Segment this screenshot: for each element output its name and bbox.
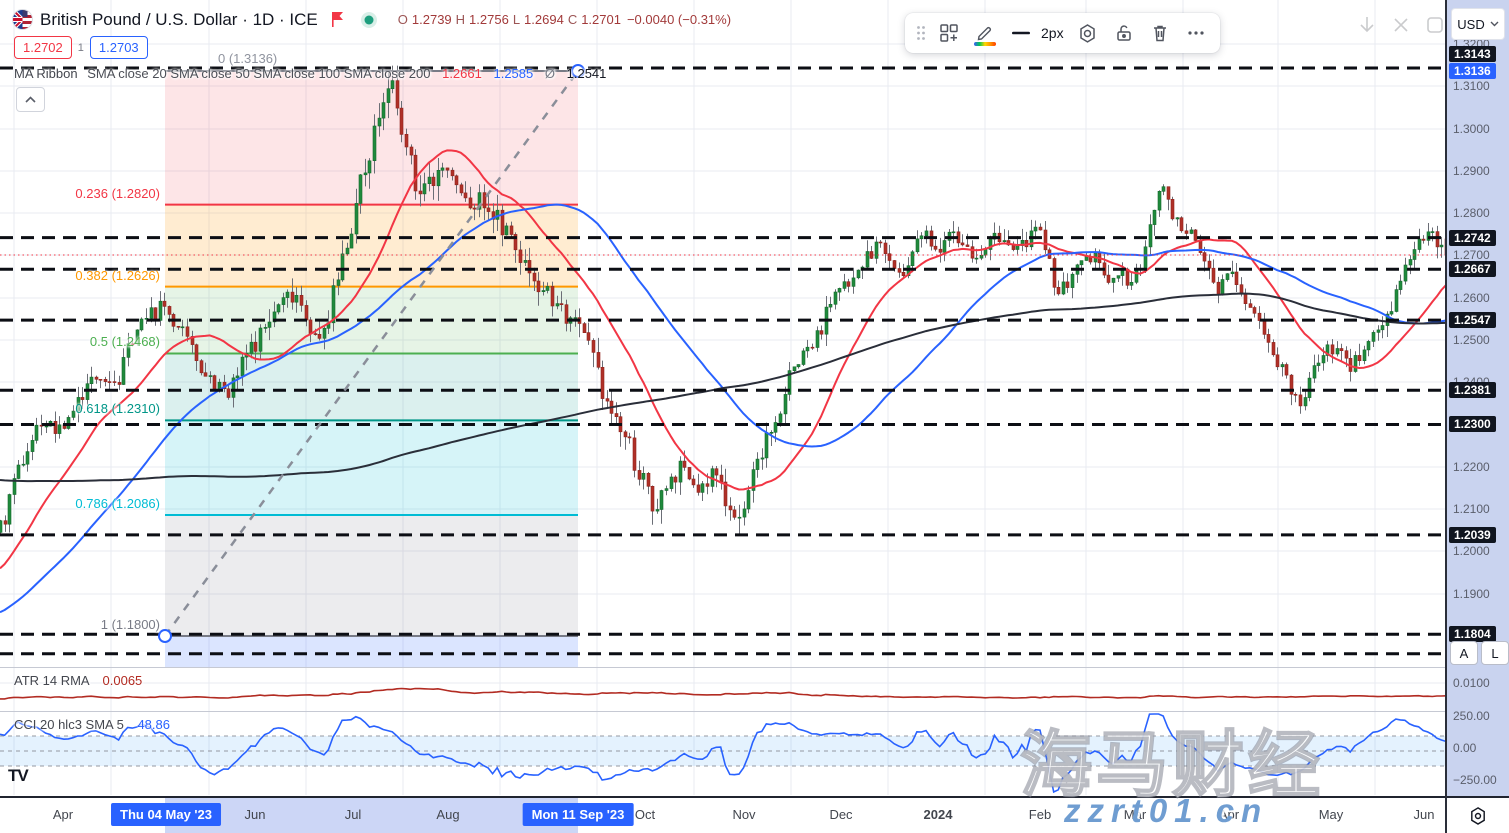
sma50-value: 1.2585	[493, 66, 534, 81]
line-width-icon[interactable]	[1005, 17, 1037, 49]
settings-hexagon-icon[interactable]	[1072, 17, 1104, 49]
time-axis[interactable]: Apr Jun Jul Aug Oct Nov Dec 2024 Feb Mar Apr May Jun…	[0, 796, 1509, 833]
ohlc-values: O 1.2739 H 1.2756 L 1.2694 C 1.2701 −0.0040 …	[397, 12, 732, 27]
legend-collapse-button[interactable]	[16, 87, 45, 112]
price-tick: 1.2800	[1453, 206, 1490, 220]
fib-level-label: 0.5 (1.2468)	[89, 334, 160, 350]
order-widget: 1.2702 1 1.2703	[14, 36, 148, 59]
time-label: Jun	[244, 807, 266, 822]
time-label: Jul	[344, 807, 362, 822]
low-value: 1.2694	[524, 12, 564, 27]
fib-level-label: 0.382 (1.2626)	[75, 267, 160, 283]
open-value: 1.2739	[411, 12, 452, 27]
delete-icon[interactable]	[1144, 17, 1176, 49]
time-label: Apr	[1218, 807, 1240, 822]
cci-scale-tick: 250.00	[1453, 709, 1490, 723]
lock-icon[interactable]	[1108, 17, 1140, 49]
change-value: −0.0040 (−0.31%)	[626, 12, 732, 27]
sell-button[interactable]: 1.2702	[14, 36, 72, 59]
color-gradient-bar	[974, 42, 996, 46]
time-label: Feb	[1028, 807, 1052, 822]
price-badge: 1.2547	[1449, 312, 1496, 328]
sma100-value: Ø	[544, 66, 555, 81]
time-label: Jun	[1413, 807, 1435, 822]
atr-legend[interactable]: ATR 14 RMA 0.0065	[14, 673, 143, 688]
price-tick: 1.2900	[1453, 164, 1490, 178]
spread-value: 1	[77, 41, 84, 54]
price-tick: 1.3100	[1453, 79, 1490, 93]
auto-scale-button[interactable]: A	[1450, 641, 1478, 665]
price-badge: 1.3143	[1449, 46, 1496, 62]
price-tick: 1.2700	[1453, 248, 1490, 262]
currency-dropdown[interactable]: USD	[1451, 8, 1505, 40]
high-value: 1.2756	[469, 12, 509, 27]
price-tick: 1.2600	[1453, 291, 1490, 305]
flagged-symbol-icon[interactable]	[329, 11, 346, 28]
time-label: Nov	[732, 807, 756, 822]
tradingview-logo[interactable]: TV	[8, 766, 29, 785]
price-badge: 1.2742	[1449, 230, 1496, 246]
symbol-flag-icon	[12, 9, 33, 30]
price-tick: 1.2000	[1453, 544, 1490, 558]
gear-hexagon-icon	[1471, 806, 1485, 825]
price-badge: 1.1804	[1449, 626, 1496, 642]
template-icon[interactable]	[933, 17, 965, 49]
price-tick: 1.2100	[1453, 502, 1490, 516]
fib-level-0-label: 0 (1.3136)	[218, 51, 278, 66]
more-options-icon[interactable]	[1180, 17, 1212, 49]
sma20-value: 1.2661	[442, 66, 482, 81]
symbol-header: British Pound / U.S. Dollar · 1D · ICE O…	[12, 9, 731, 30]
axis-settings-corner[interactable]	[1447, 798, 1509, 833]
arrow-down-icon[interactable]	[1356, 14, 1378, 36]
time-label: Oct	[634, 807, 656, 822]
time-label: Aug	[436, 807, 460, 822]
price-badge: 1.2039	[1449, 527, 1496, 543]
chevron-down-icon	[1490, 21, 1499, 27]
time-badge: Thu 04 May '23	[111, 803, 221, 826]
market-status-dot[interactable]	[360, 11, 377, 28]
fib-level-label: 1 (1.1800)	[100, 616, 160, 632]
price-badge: 1.2667	[1449, 261, 1496, 277]
price-axis-border	[1445, 0, 1447, 833]
line-width-label[interactable]: 2px	[1041, 25, 1064, 41]
time-badge: Mon 11 Sep '23	[522, 803, 634, 826]
atr-value: 0.0065	[102, 673, 143, 688]
time-label: May	[1318, 807, 1344, 822]
cci-legend[interactable]: CCI 20 hlc3 SMA 5 48.86	[14, 717, 170, 732]
toolbar-drag-handle[interactable]	[913, 17, 929, 49]
time-label: Mar	[1123, 807, 1147, 822]
ma-ribbon-legend[interactable]: MA Ribbon SMA close 20 SMA close 50 SMA …	[14, 66, 607, 81]
sma200-value: 1.2541	[566, 66, 607, 81]
fib-level-label: 0.236 (1.2820)	[75, 185, 160, 201]
symbol-title[interactable]: British Pound / U.S. Dollar · 1D · ICE	[40, 9, 318, 29]
color-pencil-icon[interactable]	[969, 17, 1001, 49]
ma-ribbon-title: MA Ribbon	[14, 66, 78, 81]
time-label: 2024	[923, 807, 953, 822]
drawing-toolbar: 2px	[905, 13, 1220, 53]
price-tick: 1.1900	[1453, 587, 1490, 601]
price-badge: 1.2381	[1449, 382, 1496, 398]
cci-scale-tick: −250.00	[1453, 773, 1497, 787]
fib-level-label: 0.618 (1.2310)	[75, 401, 160, 417]
atr-scale-tick: 0.0100	[1453, 676, 1490, 690]
window-controls	[1356, 14, 1446, 36]
time-selection-highlight	[165, 798, 578, 833]
time-label: Apr	[52, 807, 74, 822]
price-badge: 1.2300	[1449, 416, 1496, 432]
log-scale-button[interactable]: L	[1481, 641, 1509, 665]
price-tick: 1.3000	[1453, 122, 1490, 136]
close-icon[interactable]	[1390, 14, 1412, 36]
price-tick: 1.2200	[1453, 460, 1490, 474]
cci-value: 48.86	[137, 717, 170, 732]
time-label: Dec	[829, 807, 853, 822]
price-badge: 1.3136	[1449, 63, 1496, 79]
maximize-icon[interactable]	[1424, 14, 1446, 36]
cci-scale-tick: 0.00	[1453, 741, 1477, 755]
close-value: 1.2701	[581, 12, 621, 27]
price-tick: 1.2500	[1453, 333, 1490, 347]
price-axis[interactable]: 1.3200 1.3100 1.3000 1.2900 1.2800 1.2700 1.26…	[1447, 0, 1509, 796]
fib-level-label: 0.786 (1.2086)	[75, 496, 160, 512]
buy-button[interactable]: 1.2703	[89, 36, 148, 59]
